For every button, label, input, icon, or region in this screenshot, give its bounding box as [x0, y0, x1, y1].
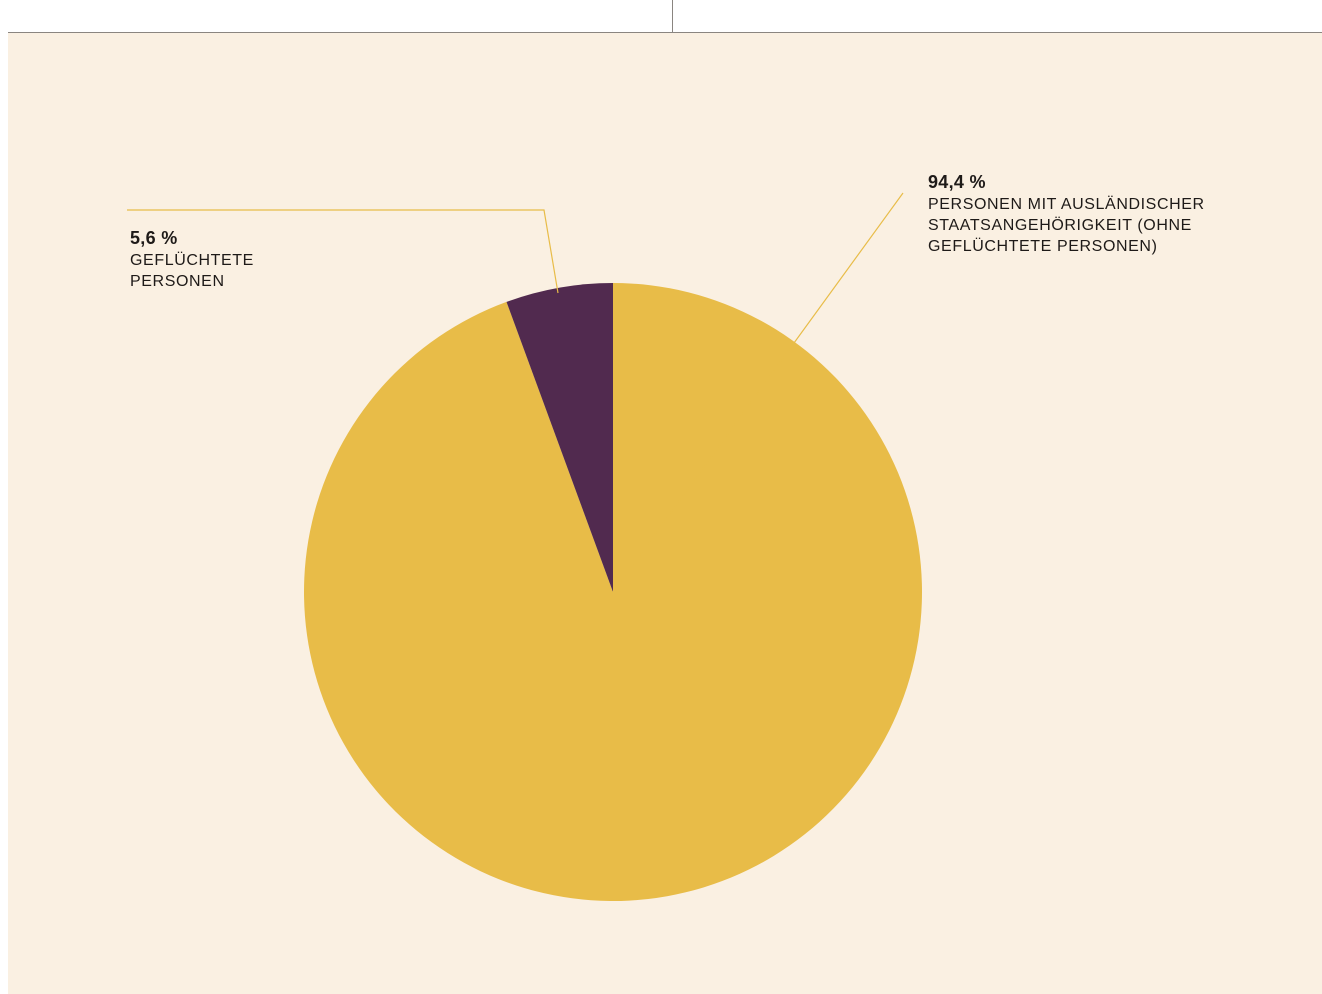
slice-name-foreign-line-3: GEFLÜCHTETE PERSONEN) [928, 238, 1158, 255]
slice-label-refugees: 5,6 % GEFLÜCHTETE PERSONEN [130, 226, 350, 292]
leader-line-refugees [127, 209, 559, 294]
top-divider-rule [8, 32, 1322, 33]
leader-line-foreign-nationals [612, 192, 904, 593]
slice-name-refugees-line-2: PERSONEN [130, 273, 225, 290]
slice-name-refugees-line-1: GEFLÜCHTETE [130, 252, 254, 269]
slice-name-foreign-line-1: PERSONEN MIT AUSLÄNDISCHER [928, 196, 1205, 213]
top-divider-tick [672, 0, 673, 32]
slice-name-foreign-line-2: STAATSANGEHÖRIGKEIT (OHNE [928, 217, 1192, 234]
slice-value-refugees: 5,6 % [130, 228, 178, 248]
slice-label-foreign-nationals: 94,4 % PERSONEN MIT AUSLÄNDISCHER STAATS… [928, 170, 1268, 257]
pie-slice-refugees [506, 283, 613, 592]
slice-value-foreign-nationals: 94,4 % [928, 172, 986, 192]
